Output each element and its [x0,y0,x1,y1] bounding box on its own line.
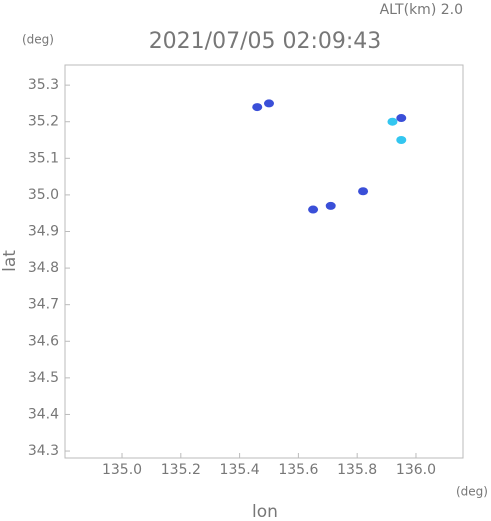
altitude-label: ALT(km) 2.0 [380,2,463,18]
x-tick-label: 135.8 [337,462,377,478]
x-tick-label: 135.4 [220,462,260,478]
x-axis-label: lon [252,502,278,521]
plot-frame [64,64,464,459]
y-axis-label: lat [0,250,20,272]
echo-cell [263,99,274,108]
x-unit: (deg) [456,485,488,499]
y-tick-label: 34.7 [28,297,59,313]
echo-cell [252,103,263,112]
x-tick-label: 135.2 [161,462,201,478]
y-tick-label: 34.3 [28,443,59,459]
echo-cell [358,187,369,196]
echo-cell [396,136,407,145]
x-tick-label: 135.0 [102,462,142,478]
y-unit: (deg) [22,33,54,47]
echo-cell [308,205,319,214]
y-tick-label: 34.6 [28,333,59,349]
echo-cell [325,201,336,210]
y-tick-label: 34.4 [28,406,59,422]
echo-cell [387,117,398,126]
chart-title: 2021/07/05 02:09:43 [149,29,382,54]
echo-cell [396,114,407,123]
y-tick-label: 34.8 [28,260,59,276]
y-tick-label: 35.3 [28,77,59,93]
x-tick-label: 135.6 [278,462,318,478]
y-tick-label: 35.2 [28,114,59,130]
y-tick-label: 34.9 [28,223,59,239]
y-tick-label: 35.0 [28,187,59,203]
x-tick-label: 136.0 [396,462,436,478]
y-tick-label: 34.5 [28,370,59,386]
y-tick-label: 35.1 [28,150,59,166]
